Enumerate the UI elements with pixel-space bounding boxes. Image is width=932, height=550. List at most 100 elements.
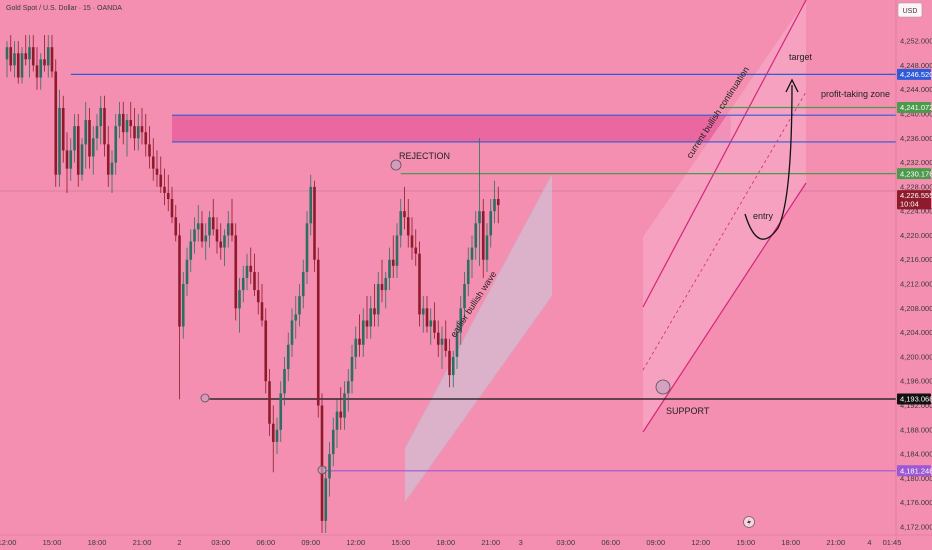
candle bbox=[448, 338, 451, 388]
y-tick-label: 4,228.000 bbox=[900, 182, 932, 191]
x-tick-label: 06:00 bbox=[256, 538, 275, 547]
candle bbox=[301, 259, 305, 309]
candle bbox=[24, 35, 28, 66]
svg-text:4,241.072: 4,241.072 bbox=[900, 103, 932, 112]
candle bbox=[245, 253, 249, 291]
y-tick-label: 4,248.000 bbox=[900, 61, 932, 70]
candle bbox=[440, 326, 444, 370]
candle bbox=[328, 441, 331, 497]
candle bbox=[129, 101, 133, 139]
candle bbox=[54, 59, 58, 187]
candle bbox=[166, 174, 170, 212]
candle bbox=[178, 223, 181, 400]
candle bbox=[35, 47, 39, 90]
candle bbox=[496, 186, 500, 224]
candle bbox=[380, 259, 384, 303]
price-axis[interactable] bbox=[896, 0, 932, 550]
y-tick-label: 4,240.000 bbox=[900, 109, 932, 118]
y-tick-label: 4,220.000 bbox=[900, 231, 932, 240]
candle bbox=[290, 308, 294, 357]
candle bbox=[80, 138, 84, 181]
candle bbox=[20, 47, 24, 84]
x-tick-label: 4 bbox=[867, 538, 871, 547]
price-label-5: 4,193.068 bbox=[897, 393, 932, 405]
candle bbox=[61, 95, 65, 163]
x-tick-label: 12:00 bbox=[346, 538, 365, 547]
candle bbox=[196, 205, 200, 242]
x-tick-label: 09:00 bbox=[646, 538, 665, 547]
candle bbox=[249, 247, 253, 285]
candle bbox=[358, 314, 361, 357]
candle bbox=[373, 284, 376, 327]
candle bbox=[365, 296, 369, 339]
candle bbox=[268, 369, 271, 436]
candle bbox=[361, 308, 365, 357]
x-tick-label: 15:00 bbox=[391, 538, 410, 547]
candle bbox=[466, 247, 470, 297]
svg-text:4,193.068: 4,193.068 bbox=[900, 395, 932, 404]
annotation-rejection: REJECTION bbox=[399, 151, 450, 161]
svg-text:10:04: 10:04 bbox=[900, 199, 919, 208]
candle bbox=[294, 296, 298, 339]
candle bbox=[185, 247, 189, 297]
lightning-icon[interactable] bbox=[743, 516, 755, 528]
price-label-0: 4,246.520 bbox=[897, 68, 932, 80]
candle bbox=[316, 247, 320, 418]
candle bbox=[343, 381, 346, 430]
x-tick-label: 3 bbox=[519, 538, 523, 547]
x-tick-label: 18:00 bbox=[781, 538, 800, 547]
candle bbox=[151, 138, 155, 181]
candle bbox=[110, 150, 114, 193]
price-label-2: 4,230.176 bbox=[897, 168, 932, 180]
y-tick-label: 4,208.000 bbox=[900, 304, 932, 313]
annotation-profit-zone: profit-taking zone bbox=[821, 89, 890, 99]
candle bbox=[478, 138, 481, 266]
candle bbox=[99, 95, 103, 145]
candle bbox=[320, 393, 324, 534]
currency-button[interactable]: USD bbox=[897, 2, 923, 18]
price-label-1: 4,241.072 bbox=[897, 101, 932, 113]
candle bbox=[354, 326, 358, 370]
candle bbox=[223, 229, 226, 266]
current-channel-bottom bbox=[642, 182, 807, 433]
candle bbox=[324, 466, 328, 534]
candle bbox=[298, 284, 301, 327]
zone-layer bbox=[172, 115, 731, 142]
time-axis[interactable] bbox=[0, 535, 896, 550]
candle bbox=[279, 381, 283, 442]
candle bbox=[463, 271, 466, 321]
low-marker-1 bbox=[200, 393, 210, 403]
candle bbox=[470, 235, 474, 278]
candle bbox=[425, 296, 429, 333]
candle bbox=[95, 113, 99, 151]
candle bbox=[474, 211, 478, 260]
candle bbox=[9, 35, 13, 72]
x-tick-label: 01:45 bbox=[883, 538, 902, 547]
candle bbox=[384, 271, 388, 309]
candle bbox=[28, 35, 31, 78]
candle bbox=[433, 302, 436, 339]
candle bbox=[309, 174, 313, 236]
candle bbox=[230, 199, 234, 242]
candle bbox=[485, 223, 489, 272]
candle bbox=[118, 101, 121, 139]
candle bbox=[159, 156, 163, 193]
candle bbox=[31, 35, 35, 72]
resistance-zone bbox=[172, 115, 731, 142]
candle bbox=[148, 126, 151, 169]
x-tick-label: 18:00 bbox=[88, 538, 107, 547]
low-marker-2 bbox=[317, 465, 327, 475]
candle bbox=[219, 223, 223, 260]
x-tick-label: 06:00 bbox=[601, 538, 620, 547]
candle bbox=[459, 296, 463, 345]
candle bbox=[69, 138, 73, 181]
candle bbox=[16, 41, 20, 84]
annotation-target: target bbox=[789, 52, 813, 62]
annotation-entry: entry bbox=[753, 211, 774, 221]
candle bbox=[444, 320, 448, 357]
candle bbox=[84, 101, 88, 169]
x-tick-label: 03:00 bbox=[556, 538, 575, 547]
candle bbox=[271, 405, 275, 473]
x-tick-label: 03:00 bbox=[211, 538, 230, 547]
